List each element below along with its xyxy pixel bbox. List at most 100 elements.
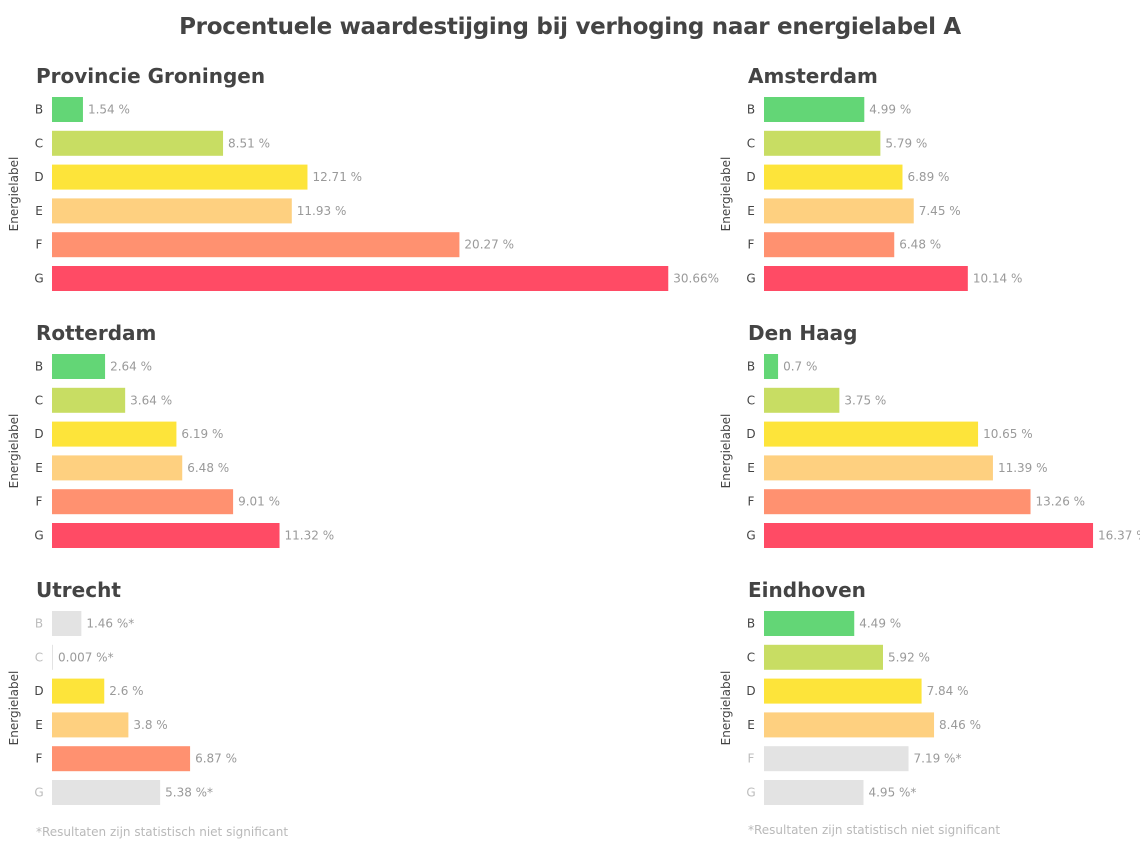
y-axis-label: Energielabel: [719, 671, 733, 746]
bar-d: [764, 678, 922, 704]
tick-label-b: B: [747, 103, 755, 117]
tick-label-d: D: [34, 170, 43, 184]
data-label-c: 5.92 %: [888, 650, 930, 664]
data-label-f: 6.48 %: [899, 238, 941, 252]
data-label-g: 10.14 %: [973, 272, 1023, 286]
data-label-c: 3.75 %: [844, 393, 886, 407]
tick-label-f: F: [36, 752, 43, 766]
bar-d: [52, 164, 308, 190]
bar-f: [764, 489, 1031, 515]
bar-d: [52, 678, 105, 704]
tick-label-b: B: [747, 360, 755, 374]
bar-g: [52, 523, 280, 548]
bar-c: [764, 387, 840, 413]
bar-b: [764, 354, 779, 379]
data-label-d: 6.89 %: [907, 170, 949, 184]
tick-label-f: F: [36, 238, 43, 252]
panel-title: Amsterdam: [748, 64, 878, 88]
tick-label-e: E: [747, 461, 755, 475]
data-label-f: 20.27 %: [464, 238, 514, 252]
footnote-left: *Resultaten zijn statistisch niet signif…: [36, 825, 289, 839]
bar-f: [52, 232, 460, 258]
bar-b: [52, 97, 83, 122]
bar-e: [764, 455, 993, 481]
tick-label-f: F: [748, 238, 755, 252]
data-label-e: 8.46 %: [939, 718, 981, 732]
tick-label-e: E: [35, 204, 43, 218]
data-label-c: 3.64 %: [130, 393, 172, 407]
panel-title: Eindhoven: [748, 578, 866, 602]
panel-eindhoven: Eindhoven Energielabel B 4.49 % C 5.92 % D 7.8…: [719, 578, 1128, 818]
tick-label-g: G: [34, 529, 43, 543]
data-label-c: 0.007 %*: [58, 650, 114, 664]
bar-b: [52, 354, 106, 379]
tick-label-c: C: [35, 650, 43, 664]
data-label-d: 6.19 %: [181, 427, 223, 441]
bar-c: [52, 387, 126, 413]
tick-label-d: D: [34, 684, 43, 698]
main-title: Procentuele waardestijging bij verhoging…: [179, 14, 961, 40]
tick-label-e: E: [35, 718, 43, 732]
bar-chart-eindhoven: Energielabel B 4.49 % C 5.92 % D 7.84 % E 8.46 %…: [719, 611, 981, 805]
data-label-b: 1.54 %: [88, 103, 130, 117]
bar-d: [52, 421, 177, 447]
bar-c: [52, 130, 224, 156]
y-axis-label: Energielabel: [719, 414, 733, 489]
data-label-e: 11.93 %: [297, 204, 347, 218]
bar-chart-den-haag: Energielabel B 0.7 % C 3.75 % D 10.65 % E 11.39 …: [719, 354, 1140, 548]
panel-rotterdam: Rotterdam Energielabel B 2.64 % C 3.64 % D 6.1…: [7, 321, 416, 561]
data-label-f: 6.87 %: [195, 752, 237, 766]
data-label-b: 4.99 %: [869, 103, 911, 117]
bar-e: [52, 455, 183, 481]
tick-label-c: C: [35, 393, 43, 407]
bar-d: [764, 421, 979, 447]
tick-label-b: B: [35, 103, 43, 117]
tick-label-d: D: [746, 170, 755, 184]
data-label-f: 9.01 %: [238, 495, 280, 509]
y-axis-label: Energielabel: [7, 414, 21, 489]
bar-chart-amsterdam: Energielabel B 4.99 % C 5.79 % D 6.89 % E 7.45 %…: [719, 97, 1023, 291]
tick-label-b: B: [747, 617, 755, 631]
data-label-g: 5.38 %*: [165, 786, 213, 800]
panel-title: Provincie Groningen: [36, 64, 266, 88]
bar-f: [52, 489, 234, 515]
panel-amsterdam: Amsterdam Energielabel B 4.99 % C 5.79 % D 6.8…: [719, 64, 1128, 304]
bar-g: [764, 780, 864, 805]
bar-b: [764, 97, 865, 122]
tick-label-d: D: [746, 684, 755, 698]
data-label-c: 8.51 %: [228, 136, 270, 150]
panel-utrecht: Utrecht Energielabel B 1.46 %* C 0.007 %* D 2.…: [7, 578, 416, 818]
data-label-e: 7.45 %: [919, 204, 961, 218]
bar-b: [764, 611, 855, 636]
tick-label-d: D: [746, 427, 755, 441]
tick-label-d: D: [34, 427, 43, 441]
tick-label-b: B: [35, 617, 43, 631]
bar-g: [52, 266, 669, 291]
panel-den-haag: Den Haag Energielabel B 0.7 % C 3.75 % D 10.65…: [719, 321, 1140, 561]
bar-e: [52, 712, 129, 738]
y-axis-label: Energielabel: [7, 157, 21, 232]
data-label-b: 1.46 %*: [86, 617, 134, 631]
tick-label-g: G: [746, 529, 755, 543]
bar-c: [764, 644, 883, 670]
bar-g: [52, 780, 161, 805]
tick-label-g: G: [746, 272, 755, 286]
y-axis-label: Energielabel: [7, 671, 21, 746]
bar-chart-groningen: Energielabel B 1.54 % C 8.51 % D 12.71 % E 11.93…: [7, 97, 719, 291]
data-label-d: 10.65 %: [983, 427, 1033, 441]
bar-f: [52, 746, 191, 772]
data-label-f: 13.26 %: [1036, 495, 1086, 509]
bar-c: [764, 130, 881, 156]
bar-c: [52, 644, 53, 670]
bar-e: [52, 198, 292, 224]
tick-label-g: G: [34, 786, 43, 800]
panel-title: Utrecht: [36, 578, 121, 602]
footnote-right: *Resultaten zijn statistisch niet signif…: [748, 823, 1001, 837]
bar-g: [764, 523, 1094, 548]
data-label-b: 2.64 %: [110, 360, 152, 374]
tick-label-e: E: [35, 461, 43, 475]
bar-e: [764, 712, 935, 738]
tick-label-f: F: [748, 495, 755, 509]
tick-label-c: C: [747, 393, 755, 407]
bar-chart-rotterdam: Energielabel B 2.64 % C 3.64 % D 6.19 % E 6.48 %…: [7, 354, 334, 548]
